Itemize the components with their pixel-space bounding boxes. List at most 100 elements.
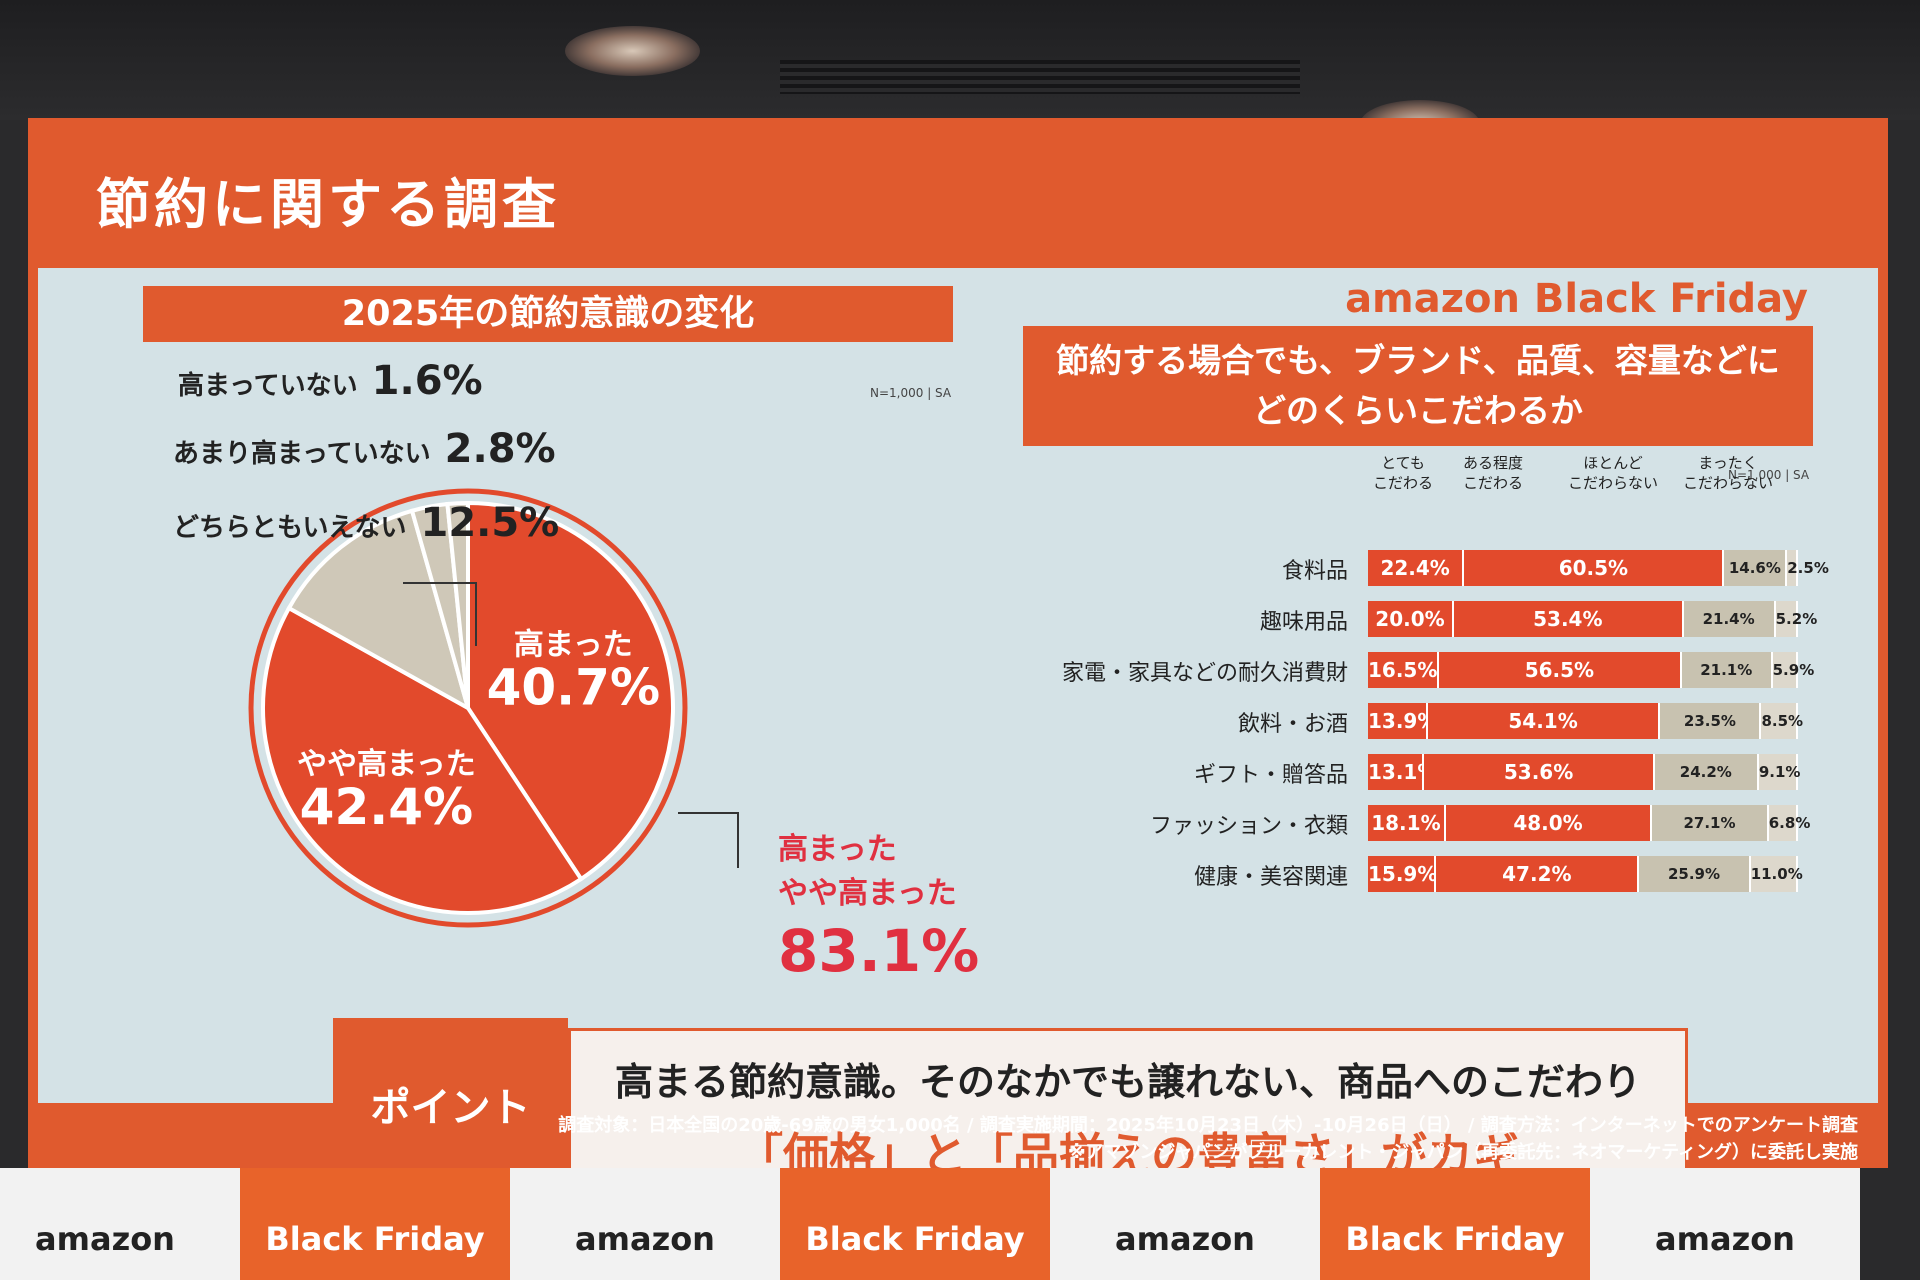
stage-banner: Black Friday [1320, 1168, 1590, 1280]
bar-value-label: 5.2% [1775, 610, 1818, 628]
column-head-0-line-0: とても [1381, 454, 1425, 472]
pie-total-line2: やや高まった [778, 876, 957, 911]
ceiling [0, 0, 1920, 148]
stage-banner-text: amazon [1115, 1220, 1255, 1258]
bar-value-label: 25.9% [1667, 865, 1721, 883]
point-body: 高まる節約意識。そのなかでも譲れない、商品へのこだわり 「価格」と「品揃えの豊富… [568, 1028, 1688, 1168]
category-label: 飲料・お酒 [1237, 712, 1348, 737]
column-head-1: ある程度 こだわる [1443, 453, 1543, 493]
pie-total-line1: 高まった [778, 832, 897, 867]
pie-label-not-raised-value: 1.6% [371, 358, 483, 404]
bar-segment: 18.1% [1368, 805, 1446, 841]
category-label: 健康・美容関連 [1193, 865, 1348, 890]
column-head-1-line-1: こだわる [1462, 474, 1523, 492]
pie-slice-neutral [286, 508, 472, 713]
bar-value-label: 21.4% [1702, 610, 1755, 628]
pie-sample-note: N=1,000 | SA [870, 386, 952, 400]
bar-segment: 23.5% [1660, 703, 1762, 739]
bar-value-label: 27.1% [1683, 814, 1736, 832]
column-head-3-line-0: まったく [1698, 454, 1758, 472]
bar-segment: 60.5% [1464, 550, 1725, 586]
bar-segment: 54.1% [1427, 703, 1661, 739]
stage-banner: Black Friday [780, 1168, 1050, 1280]
bar-value-label: 6.8% [1768, 814, 1811, 832]
bar-value-label: 18.1% [1371, 811, 1441, 835]
column-head-0: とても こだわる [1353, 453, 1453, 493]
pie-label-hardly-raised-name: あまり高まっていない [173, 439, 431, 469]
bar-value-label: 24.2% [1679, 763, 1732, 781]
category-label: 家電・家具などの耐久消費財 [1061, 661, 1348, 686]
pie-section-title: 2025年の節約意識の変化 [143, 286, 953, 342]
pie-label-neutral-name: どちらともいえない [173, 513, 407, 543]
category-label: 趣味用品 [1259, 610, 1348, 635]
point-key-text: 「価格」と「品揃えの豊富さ」がカギ [737, 1128, 1519, 1168]
bar-value-label: 9.1% [1758, 763, 1801, 781]
content-panel: 2025年の節約意識の変化 N=1,000 | SA 高まった 40.7% やや高ま… [38, 268, 1878, 1168]
bar-segment: 25.9% [1639, 856, 1751, 892]
pie-inner-value-raised: 40.7% [487, 658, 660, 716]
bar-value-label: 56.5% [1524, 658, 1595, 682]
stage-banner: amazon [1590, 1168, 1860, 1280]
amazon-black-friday-logo: amazon Black Friday [1345, 276, 1808, 322]
stage-banner-text: amazon [1655, 1220, 1795, 1258]
pie-total-callout: 高まった やや高まった 83.1% [778, 828, 979, 986]
pie-label-neutral: どちらともいえない 12.5% [173, 500, 559, 546]
bar-value-label: 53.4% [1533, 607, 1603, 631]
bar-value-label: 21.1% [1700, 661, 1753, 679]
stage-banner: amazon [0, 1168, 240, 1280]
bar-segment: 24.2% [1654, 754, 1759, 790]
category-label: ギフト・贈答品 [1193, 763, 1348, 788]
footer-line1: 調査対象：日本全国の20歳-69歳の男女1,000名 / 調査実施期間：2025… [558, 1115, 1858, 1136]
stage-banner: amazon [1050, 1168, 1320, 1280]
pie-slice-somewhat-raised [261, 605, 584, 915]
bar-segment: 56.5% [1438, 652, 1682, 688]
stage-banner-text: amazon [575, 1220, 715, 1258]
bar-segment: 5.9% [1772, 652, 1814, 688]
point-tag: ポイント [333, 1018, 568, 1168]
pie-label-neutral-value: 12.5% [420, 500, 560, 546]
bar-segment: 13.1% [1368, 754, 1437, 790]
pie-slice-not-raised [445, 500, 470, 709]
column-head-2: ほとんど こだわらない [1563, 453, 1663, 493]
bar-segment: 6.8% [1768, 805, 1810, 841]
bar-segment: 53.6% [1424, 754, 1655, 790]
pie-label-hardly-raised-value: 2.8% [444, 426, 556, 472]
bar-value-label: 23.5% [1683, 712, 1736, 730]
footer-line2: ※アマゾンジャパンがブルーカレント・ジャパン（再委託先：ネオマーケティング）に委… [1067, 1142, 1858, 1163]
pie-inner-value-somewhat-raised: 42.4% [300, 778, 473, 836]
ceiling-light [565, 26, 700, 76]
point-box: ポイント 高まる節約意識。そのなかでも譲れない、商品へのこだわり 「価格」と「品… [333, 1018, 1693, 1168]
bar-segment: 27.1% [1652, 805, 1769, 841]
bar-value-label: 13.9% [1368, 709, 1438, 733]
column-head-2-line-1: こだわらない [1567, 474, 1658, 492]
pie-label-not-raised-name: 高まっていない [178, 371, 358, 401]
pie-inner-label-somewhat-raised: やや高まった [297, 747, 476, 782]
projection-screen: 節約に関する調査 2025年の節約意識の変化 N=1,000 | SA 高まった… [28, 118, 1888, 1168]
bar-value-label: 5.9% [1772, 661, 1815, 679]
stage-banner: amazon [510, 1168, 780, 1280]
pie-outer-ring [248, 488, 688, 928]
bar-segment: 5.2% [1775, 601, 1817, 637]
bar-segment: 21.1% [1681, 652, 1773, 688]
bar-segment: 47.2% [1436, 856, 1640, 892]
pie-label-hardly-raised: あまり高まっていない 2.8% [173, 426, 556, 472]
bar-segment: 22.4% [1368, 550, 1465, 586]
bar-value-label: 54.1% [1508, 709, 1578, 733]
stacked-bar-chart: とても こだわる ある程度 こだわる ほとんど こだわらない まったく こだわらない 食料品 22… [38, 268, 1878, 1028]
pie-label-not-raised: 高まっていない 1.6% [178, 358, 483, 404]
leader-line-total [678, 812, 739, 868]
point-main-text: 高まる節約意識。そのなかでも譲れない、商品へのこだわり [614, 1060, 1641, 1104]
stage-banner-text: Black Friday [1345, 1220, 1565, 1258]
bar-value-label: 15.9% [1368, 862, 1438, 886]
bar-value-label: 16.5% [1368, 658, 1438, 682]
bar-section-title-line1: 節約する場合でも、ブランド、品質、容量などに [1056, 341, 1780, 380]
pie-total-value: 83.1% [778, 917, 980, 985]
category-label: ファッション・衣類 [1149, 814, 1348, 839]
bar-segment: 20.0% [1368, 601, 1454, 637]
stage-banner-text: Black Friday [805, 1220, 1025, 1258]
bar-value-label: 48.0% [1513, 811, 1583, 835]
bar-segment: 8.5% [1761, 703, 1803, 739]
bar-segment: 9.1% [1758, 754, 1801, 790]
bar-value-label: 53.6% [1503, 760, 1574, 784]
